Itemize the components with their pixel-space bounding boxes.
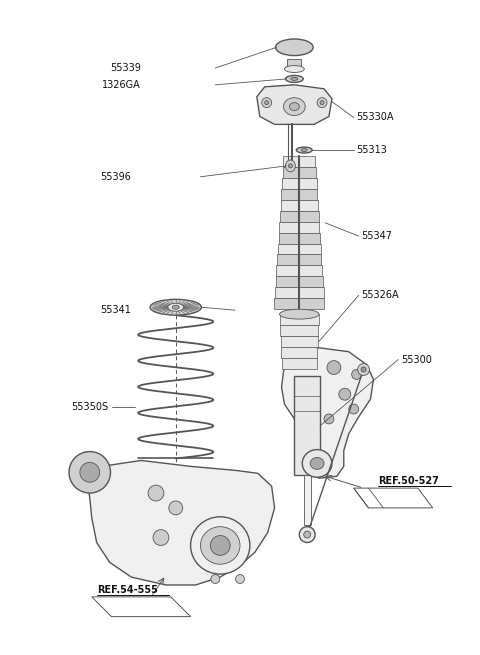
Ellipse shape [317,98,327,107]
Ellipse shape [153,530,169,546]
FancyBboxPatch shape [284,156,315,167]
FancyBboxPatch shape [279,221,319,233]
FancyBboxPatch shape [276,265,322,276]
Ellipse shape [296,147,312,153]
Ellipse shape [291,77,298,81]
Ellipse shape [279,309,319,319]
FancyBboxPatch shape [280,325,319,336]
Ellipse shape [168,303,184,311]
Text: 1326GA: 1326GA [102,80,141,90]
Ellipse shape [320,101,324,105]
FancyBboxPatch shape [281,336,318,346]
Polygon shape [257,85,332,124]
FancyBboxPatch shape [304,476,311,525]
Text: 55326A: 55326A [361,290,399,301]
Ellipse shape [236,574,244,584]
Text: 55313: 55313 [357,145,387,155]
FancyBboxPatch shape [275,288,324,298]
Ellipse shape [339,388,351,400]
FancyBboxPatch shape [282,178,316,189]
Polygon shape [281,348,373,478]
FancyBboxPatch shape [277,255,322,265]
FancyBboxPatch shape [278,233,320,244]
Text: 55339: 55339 [110,63,141,73]
Ellipse shape [80,462,100,482]
Ellipse shape [210,536,230,555]
Ellipse shape [302,449,332,477]
Text: 55300: 55300 [401,354,432,365]
Polygon shape [87,460,275,585]
Ellipse shape [358,364,370,375]
FancyBboxPatch shape [281,189,317,200]
FancyBboxPatch shape [276,276,323,288]
Ellipse shape [310,457,324,470]
Ellipse shape [304,531,311,538]
Ellipse shape [361,367,366,372]
FancyBboxPatch shape [278,244,321,255]
FancyBboxPatch shape [280,211,319,221]
Ellipse shape [289,103,300,111]
Ellipse shape [324,414,334,424]
Text: REF.50-527: REF.50-527 [378,476,439,486]
Ellipse shape [172,305,179,309]
Ellipse shape [201,527,240,564]
Ellipse shape [327,361,341,375]
Ellipse shape [150,299,202,315]
FancyBboxPatch shape [282,358,317,369]
Ellipse shape [352,369,361,379]
Text: 55350S: 55350S [72,402,108,411]
Ellipse shape [191,517,250,574]
FancyBboxPatch shape [274,298,324,309]
Ellipse shape [148,485,164,501]
Text: 55341: 55341 [100,305,131,315]
Ellipse shape [276,39,313,56]
Ellipse shape [286,75,303,83]
FancyBboxPatch shape [283,167,316,178]
FancyBboxPatch shape [281,346,317,358]
FancyBboxPatch shape [279,314,319,325]
Ellipse shape [69,451,110,493]
FancyBboxPatch shape [294,377,320,476]
Ellipse shape [349,404,359,414]
Ellipse shape [301,149,307,151]
Ellipse shape [262,98,272,107]
Text: REF.54-555: REF.54-555 [96,585,157,595]
Ellipse shape [288,164,292,168]
Text: 55396: 55396 [100,172,131,182]
Ellipse shape [286,160,295,172]
Ellipse shape [300,527,315,542]
Ellipse shape [211,574,220,584]
FancyBboxPatch shape [288,59,301,69]
Ellipse shape [285,66,304,73]
Text: 55347: 55347 [361,231,393,241]
Text: 55330A: 55330A [357,113,394,122]
FancyBboxPatch shape [281,200,318,211]
Ellipse shape [169,501,183,515]
Ellipse shape [284,98,305,115]
Ellipse shape [264,101,269,105]
